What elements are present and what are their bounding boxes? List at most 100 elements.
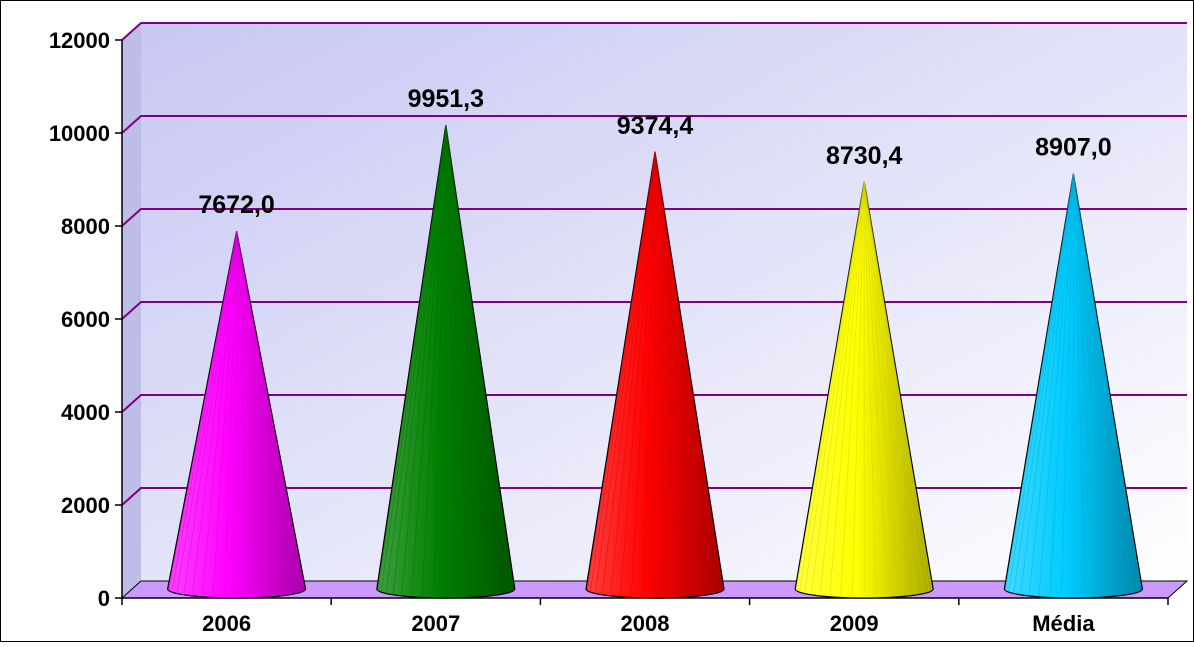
cone-facet (445, 125, 512, 593)
gridline (121, 301, 1187, 320)
data-label: 8730,4 (826, 142, 903, 170)
cone-facet (445, 125, 459, 598)
cone-facet (863, 181, 918, 595)
cone-facet (1028, 173, 1074, 596)
cone-facet (1049, 173, 1074, 598)
gridline (121, 115, 1187, 134)
cone-facet (445, 125, 506, 594)
cone-facet (191, 231, 237, 596)
cone-bar (166, 230, 307, 599)
y-tick-label: 8000 (61, 214, 110, 239)
cone-facet (1073, 173, 1142, 591)
cone-bar (794, 181, 934, 599)
cone-facet (236, 230, 302, 593)
cone-facet (1073, 173, 1127, 595)
cone-facet (620, 151, 656, 597)
cone-bar (585, 151, 725, 599)
cone-facet (1073, 173, 1086, 598)
cone-facet (421, 125, 447, 598)
cone-facet (1073, 173, 1109, 597)
cone-facet (236, 230, 305, 591)
cone-facet (654, 151, 721, 593)
cone-facet (224, 231, 237, 598)
cone-facet (236, 231, 272, 597)
y-tick-label: 6000 (61, 307, 110, 332)
cone-facet (176, 230, 237, 594)
cone-facet (445, 125, 470, 598)
cone-facet (445, 125, 481, 597)
cone-facet (1013, 173, 1074, 594)
cone-facet (385, 125, 447, 594)
cone-facet (863, 181, 933, 591)
x-tick-label: 2008 (621, 611, 670, 636)
cone-facet (654, 151, 700, 596)
cone-body (794, 181, 934, 599)
cone-bar (1003, 173, 1144, 599)
cone-facet (377, 125, 447, 591)
cone-facet (829, 181, 865, 597)
gridline (121, 208, 1187, 227)
cone-facet (168, 230, 237, 591)
cone-facet (1073, 173, 1119, 596)
y-tick-label: 2000 (61, 493, 110, 518)
cone-facet (445, 125, 500, 595)
data-label: 7672,0 (198, 191, 274, 219)
cone-facet (819, 181, 865, 596)
cone-facet (654, 151, 668, 598)
cone-facet (840, 181, 865, 598)
y-tick-label: 0 (98, 586, 110, 611)
cone-body (376, 124, 516, 599)
cone-facet (171, 230, 237, 593)
cone-facet (863, 181, 909, 596)
x-tick-label: 2007 (411, 611, 460, 636)
cone-facet (1073, 173, 1134, 594)
cone-facet (392, 125, 447, 595)
data-label: 9951,3 (408, 85, 484, 113)
data-label: 9374,4 (617, 112, 694, 140)
cone-body (166, 230, 307, 599)
cone-bar (376, 124, 516, 599)
cone-facet (863, 181, 900, 597)
cone-facet (380, 125, 447, 593)
cone-facet (1061, 173, 1074, 598)
cone-facet (1005, 173, 1074, 591)
cone-facet (654, 151, 724, 591)
cone-facet (863, 181, 877, 598)
cone-facet (863, 181, 889, 598)
cone-facet (433, 125, 447, 598)
cone-facet (601, 151, 656, 595)
cone-facet (236, 231, 282, 596)
cone-facet (851, 181, 865, 598)
cone-facet (445, 125, 515, 591)
cone-facet (1073, 173, 1098, 598)
cone-facet (804, 181, 865, 594)
cone-body (585, 151, 725, 599)
cone-facet (1020, 173, 1074, 595)
cone-facet (236, 231, 249, 598)
cone-facet (201, 231, 237, 597)
cone-facet (654, 151, 716, 594)
cone-facet (1008, 173, 1074, 593)
cone-facet (610, 151, 656, 596)
data-label: 8907,0 (1035, 134, 1111, 162)
y-tick-label: 4000 (61, 400, 110, 425)
x-tick-label: 2006 (202, 611, 251, 636)
cone-facet (1073, 173, 1139, 593)
cone-facet (654, 151, 679, 598)
cone-facet (445, 125, 491, 596)
cone-facet (1038, 173, 1074, 597)
cone-facet (586, 151, 656, 591)
cone-facet (212, 231, 237, 598)
cone-facet (236, 230, 297, 594)
cone-facet (410, 125, 447, 597)
cone-facet (594, 151, 656, 594)
cone-facet (401, 125, 447, 596)
y-tick-label: 10000 (49, 121, 110, 146)
cone-facet (654, 151, 709, 595)
cone-facet (631, 151, 656, 598)
cone-body (1003, 173, 1144, 599)
cone-facet (810, 181, 865, 595)
gridline (121, 22, 1187, 41)
